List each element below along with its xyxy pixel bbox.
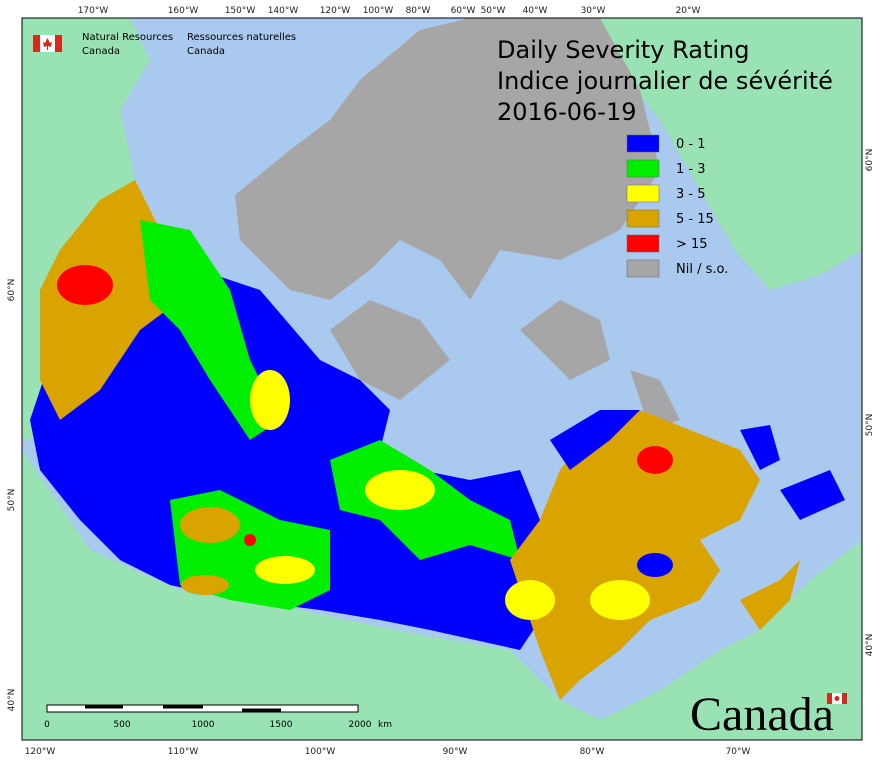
wordmark: Canada (690, 688, 834, 741)
longitude-label: 120°W (320, 6, 351, 16)
longitude-label: 60°W (451, 6, 476, 16)
longitude-label: 100°W (363, 6, 394, 16)
severity-5-15 (181, 575, 229, 595)
agency-fr: Canada (187, 46, 225, 57)
scale-bar (46, 704, 359, 713)
legend-label: > 15 (676, 237, 708, 252)
severity-3-5 (250, 370, 290, 430)
longitude-label: 70°W (726, 747, 751, 757)
legend-swatch (626, 134, 660, 153)
longitude-label: 120°W (25, 747, 56, 757)
title-en: Daily Severity Rating (497, 36, 749, 64)
severity-3-5 (590, 580, 650, 620)
agency-fr: Ressources naturelles (187, 32, 296, 43)
latitude-label: 50°N (7, 489, 17, 512)
title-fr: Indice journalier de sévérité (497, 67, 833, 95)
severity-0-1 (780, 470, 845, 520)
legend-label: 3 - 5 (676, 187, 706, 202)
scale-bar-segment (163, 705, 203, 709)
scale-bar-label: 0 (44, 720, 50, 730)
scale-bar-segment (85, 705, 123, 709)
scale-bar-segment (242, 708, 281, 712)
island (330, 300, 450, 400)
longitude-label: 110°W (168, 747, 199, 757)
severity-gt-15 (637, 446, 673, 474)
severity-gt-15 (244, 534, 256, 546)
scale-bar-label: 1000 (192, 720, 215, 730)
agency-flag (33, 35, 62, 52)
scale-bar-label: 1500 (270, 720, 293, 730)
severity-5-15 (180, 507, 240, 543)
flag-bar (827, 693, 832, 704)
flag-bar (33, 35, 40, 52)
latitude-label: 60°N (865, 149, 875, 172)
longitude-label: 50°W (481, 6, 506, 16)
severity-gt-15 (57, 265, 113, 305)
longitude-label: 20°W (676, 6, 701, 16)
legend-swatch (626, 209, 660, 228)
severity-0-1 (550, 410, 640, 470)
flag-leaf (834, 696, 840, 701)
scale-bar-label: 2000 (349, 720, 372, 730)
longitude-label: 80°W (580, 747, 605, 757)
alaska (22, 18, 150, 320)
agency-en: Canada (82, 46, 120, 57)
usa (22, 450, 862, 740)
latitude-label: 60°N (7, 279, 17, 302)
severity-0-1 (740, 425, 780, 470)
greenland (600, 18, 862, 290)
flag-bar (842, 693, 847, 704)
legend-swatch (626, 184, 660, 203)
severity-3-5 (255, 556, 315, 584)
longitude-label: 160°W (168, 6, 199, 16)
flag-bar (55, 35, 62, 52)
arctic-islands (235, 18, 660, 300)
severity-1-3 (140, 220, 280, 440)
severity-3-5 (505, 580, 555, 620)
longitude-label: 40°W (523, 6, 548, 16)
legend-swatch (626, 234, 660, 253)
legend-label: 1 - 3 (676, 162, 706, 177)
latitude-label: 50°N (865, 414, 875, 437)
longitude-label: 100°W (305, 747, 336, 757)
latitude-label: 40°N (7, 689, 17, 712)
legend-swatch (626, 159, 660, 178)
longitude-label: 90°W (443, 747, 468, 757)
legend-label: 5 - 15 (676, 212, 714, 227)
longitude-label: 150°W (225, 6, 256, 16)
scale-bar-unit: km (378, 720, 392, 730)
scale-bar-label: 500 (113, 720, 130, 730)
island (520, 300, 610, 380)
longitude-label: 170°W (78, 6, 109, 16)
longitude-label: 140°W (268, 6, 299, 16)
flag-leaf (43, 38, 52, 50)
wordmark-flag (827, 693, 847, 704)
island (630, 370, 680, 430)
severity-5-15 (740, 560, 800, 630)
severity-0-1 (30, 270, 540, 650)
severity-0-1 (637, 553, 673, 577)
severity-5-15 (510, 410, 760, 700)
latitude-label: 40°N (865, 634, 875, 657)
title-date: 2016-06-19 (497, 98, 636, 126)
longitude-label: 30°W (581, 6, 606, 16)
legend-swatch (626, 259, 660, 278)
legend-label: 0 - 1 (676, 137, 706, 152)
map-frame (21, 17, 863, 741)
severity-3-5 (365, 470, 435, 510)
longitude-label: 80°W (406, 6, 431, 16)
legend-label: Nil / s.o. (676, 262, 728, 277)
agency-en: Natural Resources (82, 32, 173, 43)
